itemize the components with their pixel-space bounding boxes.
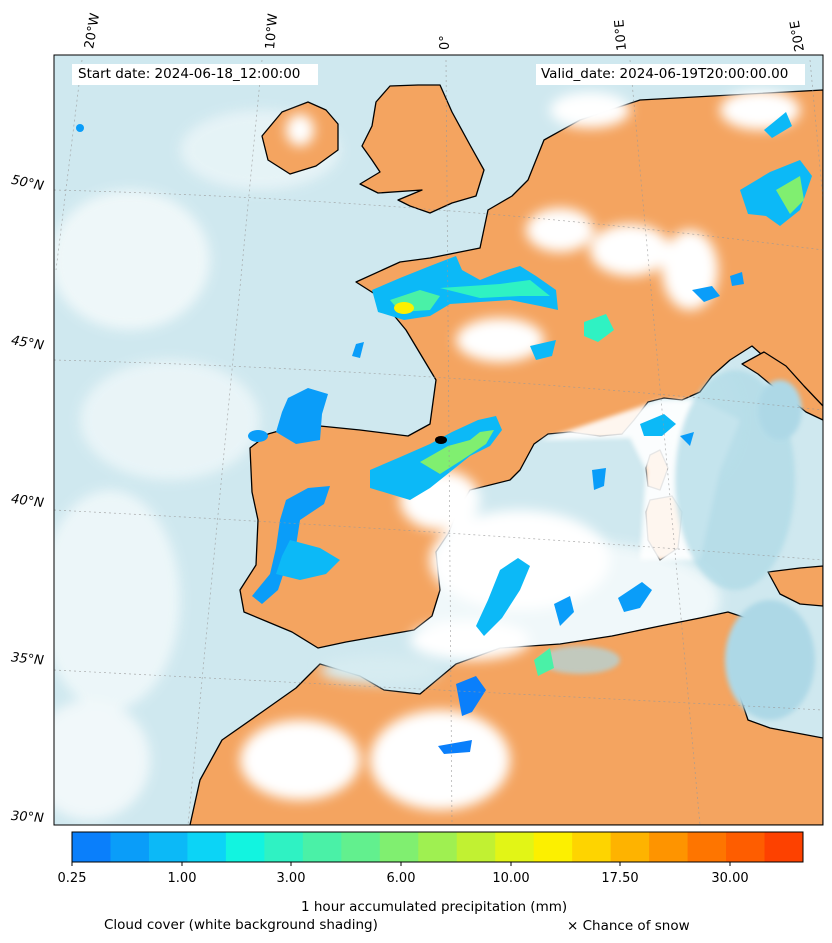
snow-legend: × Chance of snow — [567, 918, 690, 934]
graticule — [54, 59, 823, 825]
sicily — [767, 565, 823, 607]
colorbar-tick-2: 3.00 — [276, 871, 306, 886]
lat-label-30n: 30°N — [10, 808, 45, 827]
colorbar-tick-5: 17.50 — [601, 871, 639, 886]
colorbar-tick-4: 10.00 — [492, 871, 530, 886]
lon-label-10e: 10°E — [612, 18, 630, 52]
map-frame — [53, 54, 824, 826]
cloud-cover-legend: Cloud cover (white background shading) — [104, 917, 378, 933]
colorbar-tick-6: 30.00 — [711, 871, 749, 886]
great-britain — [359, 84, 485, 214]
snow-marker-icon — [435, 436, 447, 444]
colorbar-tick-3: 6.00 — [386, 871, 416, 886]
lon-label-10w: 10°W — [263, 12, 282, 50]
valid-date-label: Valid_date: 2024-06-19T20:00:00.00 — [536, 64, 805, 85]
colorbar-tick-0: 0.25 — [57, 871, 87, 886]
precipitation-areas — [76, 112, 812, 754]
colorbar-tick-1: 1.00 — [167, 871, 197, 886]
lon-label-0: 0° — [438, 35, 453, 50]
start-date-label: Start date: 2024-06-18_12:00:00 — [72, 64, 318, 85]
colorbar-label: 1 hour accumulated precipitation (mm) — [301, 899, 568, 915]
precip-balearic-stripe — [476, 558, 530, 636]
precip-cantabria — [276, 388, 328, 444]
